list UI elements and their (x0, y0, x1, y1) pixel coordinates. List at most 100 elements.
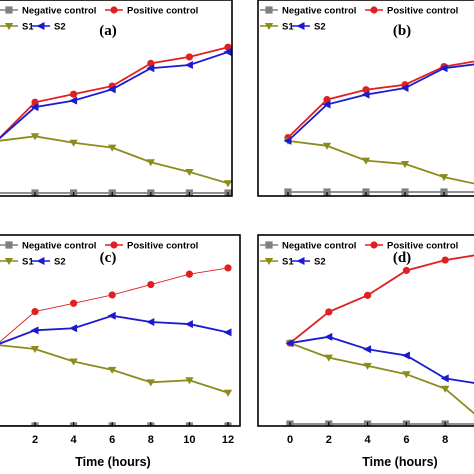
data-point (322, 142, 332, 150)
data-point (108, 291, 116, 299)
x-tick-label: 0 (287, 434, 293, 446)
plot-area (0, 43, 232, 196)
plot-area (0, 264, 233, 426)
panel-label: (c) (100, 250, 117, 266)
legend-swatch-marker (370, 241, 378, 249)
legend-swatch-marker (4, 258, 14, 265)
legend-label: Positive control (127, 6, 198, 17)
legend-label: S1 (22, 22, 34, 33)
data-point (107, 311, 116, 320)
data-point (146, 159, 155, 167)
series-line-positive-control (0, 267, 229, 343)
legend: Negative control Positive control S1 S2 (260, 241, 458, 268)
legend-label: S2 (314, 257, 326, 268)
data-point (441, 385, 450, 393)
panel-b: Negative control Positive control S1 S2 (b) (257, 0, 474, 197)
legend-swatch-marker (5, 241, 13, 249)
legend-label: S2 (54, 257, 66, 268)
data-point (322, 100, 331, 109)
legend-swatch-marker (370, 6, 378, 14)
data-point (31, 308, 39, 316)
data-point (146, 64, 155, 73)
data-point (69, 139, 78, 147)
data-point (146, 318, 155, 326)
data-point (441, 256, 449, 264)
legend-label: Negative control (22, 6, 96, 17)
panel-label: (a) (99, 23, 117, 39)
data-point (223, 48, 232, 57)
data-point (185, 377, 194, 385)
data-point (325, 308, 333, 316)
panel-c: 2 4 6 8 10 12 Time (hours) Negative control Posi… (0, 234, 241, 469)
panel-label: (b) (393, 23, 411, 39)
panel-a: Negative control Positive control S1 S2 (a) (0, 0, 233, 197)
legend-label: S2 (314, 22, 326, 33)
legend-label: Positive control (387, 241, 458, 252)
data-point (361, 90, 370, 99)
legend-label: Negative control (282, 6, 356, 17)
legend-swatch-marker (110, 241, 118, 249)
x-tick-label: 2 (326, 434, 332, 446)
panel-label: (d) (393, 250, 411, 266)
legend-swatch-marker (110, 6, 118, 14)
data-point (108, 366, 117, 374)
series-line-positive-control (0, 46, 229, 139)
data-point (30, 346, 40, 354)
axes-frame (257, 234, 474, 427)
data-point (364, 291, 372, 299)
legend-swatch-marker (36, 257, 45, 265)
legend-label: S1 (282, 257, 294, 268)
data-point (223, 328, 232, 337)
legend-swatch-marker (36, 22, 45, 30)
data-point (400, 84, 409, 93)
x-tick-label: 6 (109, 434, 115, 446)
data-point (69, 358, 78, 366)
legend-label: Positive control (387, 6, 458, 17)
legend-label: Negative control (22, 241, 96, 252)
legend-swatch-marker (296, 257, 305, 265)
series-line-s2 (289, 335, 474, 384)
data-point (440, 374, 449, 383)
data-point (69, 96, 78, 105)
data-point (70, 299, 78, 307)
data-point (324, 354, 333, 362)
legend-swatch-marker (4, 23, 14, 30)
data-point (283, 136, 292, 145)
legend-swatch-marker (265, 6, 273, 14)
data-point (30, 133, 40, 141)
x-axis-label: Time (hours) (75, 455, 150, 469)
series-line-s1 (0, 135, 229, 185)
x-tick-label: 6 (403, 434, 409, 446)
legend-label: S1 (282, 22, 294, 33)
data-point (323, 96, 331, 104)
x-tick-label: 8 (148, 434, 154, 446)
data-point (30, 103, 39, 112)
legend-swatch-marker (264, 23, 274, 30)
data-point (223, 389, 233, 397)
panel-d: 0 2 4 6 8 Time (hours) Negative control Positiv… (257, 234, 474, 469)
plot-area (285, 254, 474, 426)
legend-swatch-marker (296, 22, 305, 30)
legend: Negative control Positive control S1 S2 (260, 6, 458, 33)
x-tick-label: 4 (71, 434, 78, 446)
data-point (401, 351, 410, 360)
data-point (400, 160, 410, 168)
legend-swatch-marker (265, 241, 273, 249)
data-point (69, 324, 78, 333)
data-point (146, 379, 155, 387)
data-point (361, 157, 371, 165)
legend-label: S2 (54, 22, 66, 33)
x-tick-label: 2 (32, 434, 38, 446)
data-point (402, 266, 410, 275)
legend-label: Negative control (282, 241, 356, 252)
data-point (184, 320, 193, 329)
data-point (108, 144, 117, 152)
data-point (0, 138, 1, 140)
data-point (185, 168, 194, 176)
x-tick-label: 8 (442, 434, 448, 446)
series-line-s2 (0, 51, 229, 140)
data-point (107, 85, 116, 94)
data-point (184, 61, 193, 70)
legend: Negative control Positive control S1 S2 (0, 6, 198, 33)
plot-area (283, 60, 474, 196)
